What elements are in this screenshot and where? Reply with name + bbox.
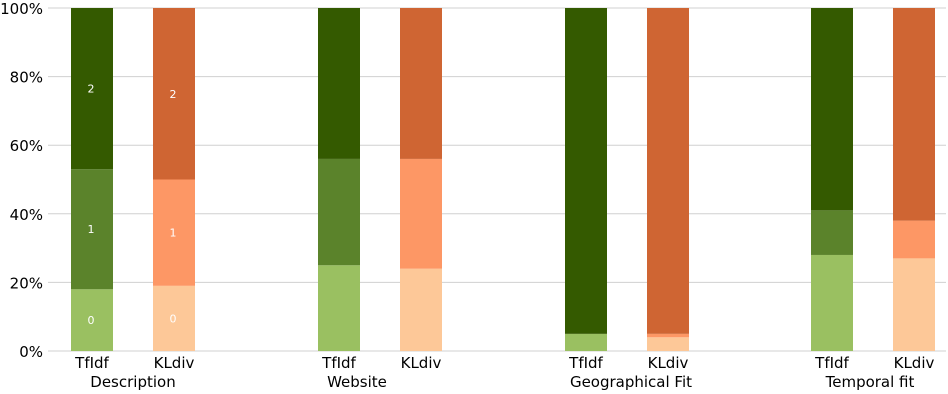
bar-label: TfIdf (74, 354, 109, 372)
y-tick-label: 40% (10, 206, 43, 224)
data-label: 2 (170, 88, 177, 101)
bar-label: KLdiv (401, 354, 442, 372)
bar-segment (71, 169, 113, 290)
bar-segment (153, 179, 195, 286)
bar-segment (318, 265, 360, 351)
group-label: Geographical Fit (570, 373, 692, 391)
group-label: Website (327, 373, 387, 391)
bar-segment (400, 158, 442, 269)
data-label: 2 (88, 83, 95, 96)
bar-segment (400, 8, 442, 159)
bar-segment (811, 210, 853, 255)
bar-segment (647, 333, 689, 338)
bar-segment (318, 158, 360, 266)
y-tick-label: 60% (10, 137, 43, 155)
bar-segment (893, 8, 935, 221)
y-tick-label: 80% (10, 69, 43, 87)
group-label: Temporal fit (825, 373, 915, 391)
y-tick-label: 20% (10, 274, 43, 292)
bar-label: TfIdf (321, 354, 356, 372)
y-tick-label: 0% (19, 343, 43, 361)
bar-segment (565, 8, 607, 334)
bar-label: TfIdf (814, 354, 849, 372)
bar-segment (318, 8, 360, 159)
bar-segment (153, 285, 195, 351)
bar-segment (153, 8, 195, 180)
bar-segment (811, 8, 853, 211)
data-label: 0 (88, 314, 95, 327)
group-label: Description (90, 373, 175, 391)
bar-segment (565, 333, 607, 351)
bar-segment (647, 337, 689, 351)
bar-segment (71, 289, 113, 351)
data-label: 1 (88, 223, 95, 236)
data-label: 0 (170, 312, 177, 325)
bar-segment (647, 8, 689, 334)
bar-label: TfIdf (568, 354, 603, 372)
bar-label: KLdiv (154, 354, 195, 372)
y-tick-label: 100% (0, 0, 43, 18)
bar-segment (400, 268, 442, 351)
bar-label: KLdiv (894, 354, 935, 372)
bar-segment (811, 254, 853, 351)
bar-label: KLdiv (648, 354, 689, 372)
bar-segment (893, 220, 935, 259)
bar-segment (893, 258, 935, 351)
bar-segment (71, 8, 113, 170)
data-label: 1 (170, 227, 177, 240)
